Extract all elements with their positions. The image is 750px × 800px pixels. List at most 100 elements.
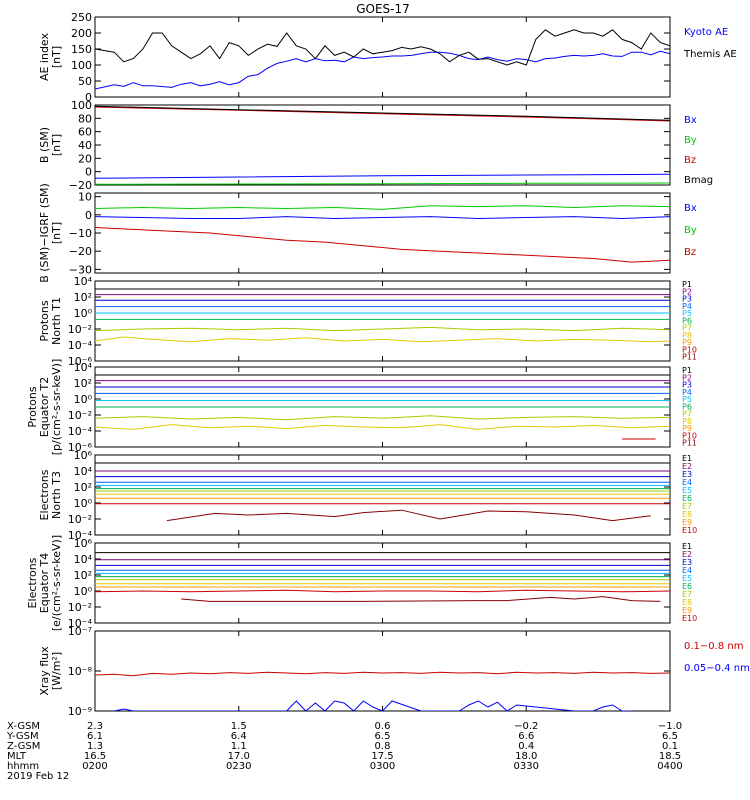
legend-entry: P9 bbox=[682, 338, 692, 347]
series-line-bmag bbox=[95, 105, 670, 121]
legend-entry: 0.1−0.8 nm bbox=[684, 641, 743, 652]
y-tick-label: 0 bbox=[85, 209, 92, 222]
y-tick-label: 10 bbox=[78, 191, 92, 204]
legend-entry: E8 bbox=[682, 510, 692, 519]
plot-title: GOES-17 bbox=[356, 2, 410, 16]
panel-frame bbox=[94, 454, 671, 536]
y-tick-label: 10⁻² bbox=[68, 323, 92, 336]
y-tick-label: 50 bbox=[78, 75, 92, 88]
series-line-e10 bbox=[95, 589, 670, 593]
y-axis-label: North T1 bbox=[50, 297, 63, 345]
series-line-0-05-0-4-nm bbox=[114, 700, 632, 711]
y-axis-label: Protons bbox=[38, 300, 51, 341]
legend-entry: By bbox=[684, 135, 697, 146]
y-tick-label: 150 bbox=[71, 43, 92, 56]
y-axis-label: B (SM) bbox=[38, 127, 51, 163]
y-tick-label: 10² bbox=[74, 481, 92, 494]
y-tick-label: 10⁶ bbox=[74, 449, 93, 462]
y-tick-label: 20 bbox=[78, 152, 92, 165]
ephemeris-value: 0.1 bbox=[662, 741, 678, 752]
y-axis-label: Protons bbox=[26, 386, 39, 427]
ephemeris-label: MLT bbox=[7, 751, 27, 762]
ephemeris-value: 6.5 bbox=[662, 731, 678, 742]
legend-entry: E4 bbox=[682, 566, 692, 575]
y-tick-label: 10² bbox=[74, 569, 92, 582]
ephemeris-value: 6.6 bbox=[518, 731, 534, 742]
y-tick-label: 10⁰ bbox=[74, 497, 93, 510]
legend-entry: By bbox=[684, 225, 697, 236]
series-line-p7 bbox=[95, 326, 670, 332]
legend-entry: E6 bbox=[682, 582, 692, 591]
legend-entry: E1 bbox=[682, 542, 692, 551]
ephemeris-value: 6.5 bbox=[375, 731, 391, 742]
ephemeris-label: X-GSM bbox=[7, 721, 40, 732]
panel-frame bbox=[94, 630, 671, 712]
legend-entry: P7 bbox=[682, 410, 692, 419]
series-line-bx bbox=[95, 173, 670, 179]
y-tick-label: 10⁻⁴ bbox=[68, 617, 93, 630]
ephemeris-value: 0230 bbox=[226, 761, 251, 772]
ephemeris-value: 0.8 bbox=[375, 741, 391, 752]
legend-entry: P6 bbox=[682, 402, 692, 411]
series-line-by bbox=[95, 182, 670, 185]
legend-entry: E2 bbox=[682, 462, 692, 471]
y-axis-label: Xray flux bbox=[38, 646, 51, 696]
series-group bbox=[95, 288, 670, 343]
legend-entry: E9 bbox=[682, 606, 692, 615]
y-tick-label: 80 bbox=[78, 112, 92, 125]
y-tick-label: 100 bbox=[71, 59, 92, 72]
legend-entry: Themis AE bbox=[683, 49, 737, 60]
ephemeris-value: 2.3 bbox=[87, 721, 103, 732]
panel-frame bbox=[94, 542, 671, 624]
y-tick-label: 10⁻⁶ bbox=[68, 441, 93, 454]
legend-entry: Bz bbox=[684, 247, 696, 258]
ephemeris-value: 0200 bbox=[82, 761, 107, 772]
series-line-themis-ae bbox=[95, 29, 670, 66]
y-tick-label: −10 bbox=[69, 227, 92, 240]
ephemeris-value: 1.1 bbox=[231, 741, 247, 752]
y-tick-label: 10⁻⁴ bbox=[68, 425, 93, 438]
series-line-p8 bbox=[95, 424, 670, 430]
ephemeris-value: 0.6 bbox=[375, 721, 391, 732]
y-tick-label: 0 bbox=[85, 166, 92, 179]
ephemeris-value: 0400 bbox=[657, 761, 682, 772]
series-group bbox=[95, 671, 670, 711]
legend-entry: P2 bbox=[682, 287, 692, 296]
legend-entry: P8 bbox=[682, 331, 692, 340]
panel-8: 10⁻⁹ 10⁻⁸ 10⁻⁷ Xray flux [W/m²] 0.1−0.8 nm 0.0… bbox=[38, 625, 750, 718]
ephemeris-value: 16.5 bbox=[84, 751, 106, 762]
series-group bbox=[95, 374, 670, 440]
panel-1: 0 50 100 150 200 250 AE index [nT] Kyoto AE Themi… bbox=[38, 11, 737, 104]
legend-entry: Bx bbox=[684, 115, 697, 126]
legend-entry: P5 bbox=[682, 395, 692, 404]
y-tick-label: 10⁻⁴ bbox=[68, 529, 93, 542]
series-line-p8 bbox=[95, 336, 670, 343]
y-tick-label: 10⁰ bbox=[74, 393, 93, 406]
y-axis-label: Electrons bbox=[26, 557, 39, 608]
legend-entry: E9 bbox=[682, 518, 692, 527]
ephemeris-value: 6.4 bbox=[231, 731, 247, 742]
panel-frame bbox=[94, 192, 671, 274]
y-tick-label: 10⁰ bbox=[74, 307, 93, 320]
legend-entry: P7 bbox=[682, 324, 692, 333]
y-tick-label: 250 bbox=[71, 11, 92, 24]
series-line-bx bbox=[95, 216, 670, 220]
panel-frame bbox=[94, 104, 671, 186]
legend-entry: P3 bbox=[682, 295, 692, 304]
series-group bbox=[95, 29, 670, 90]
legend-entry: E2 bbox=[682, 550, 692, 559]
legend-entry: E10 bbox=[682, 614, 697, 623]
legend-entry: P8 bbox=[682, 417, 692, 426]
legend-entry: P10 bbox=[682, 345, 697, 354]
ephemeris-value: 18.0 bbox=[515, 751, 537, 762]
y-tick-label: 10² bbox=[74, 291, 92, 304]
legend-entry: P3 bbox=[682, 381, 692, 390]
ephemeris-value: 18.5 bbox=[659, 751, 681, 762]
plot-date: 2019 Feb 12 bbox=[7, 771, 69, 782]
ephemeris-value: 17.0 bbox=[228, 751, 250, 762]
ephemeris-value: −0.2 bbox=[514, 721, 538, 732]
y-axis-label: [nT] bbox=[50, 46, 63, 68]
y-tick-label: 10⁻² bbox=[68, 409, 92, 422]
